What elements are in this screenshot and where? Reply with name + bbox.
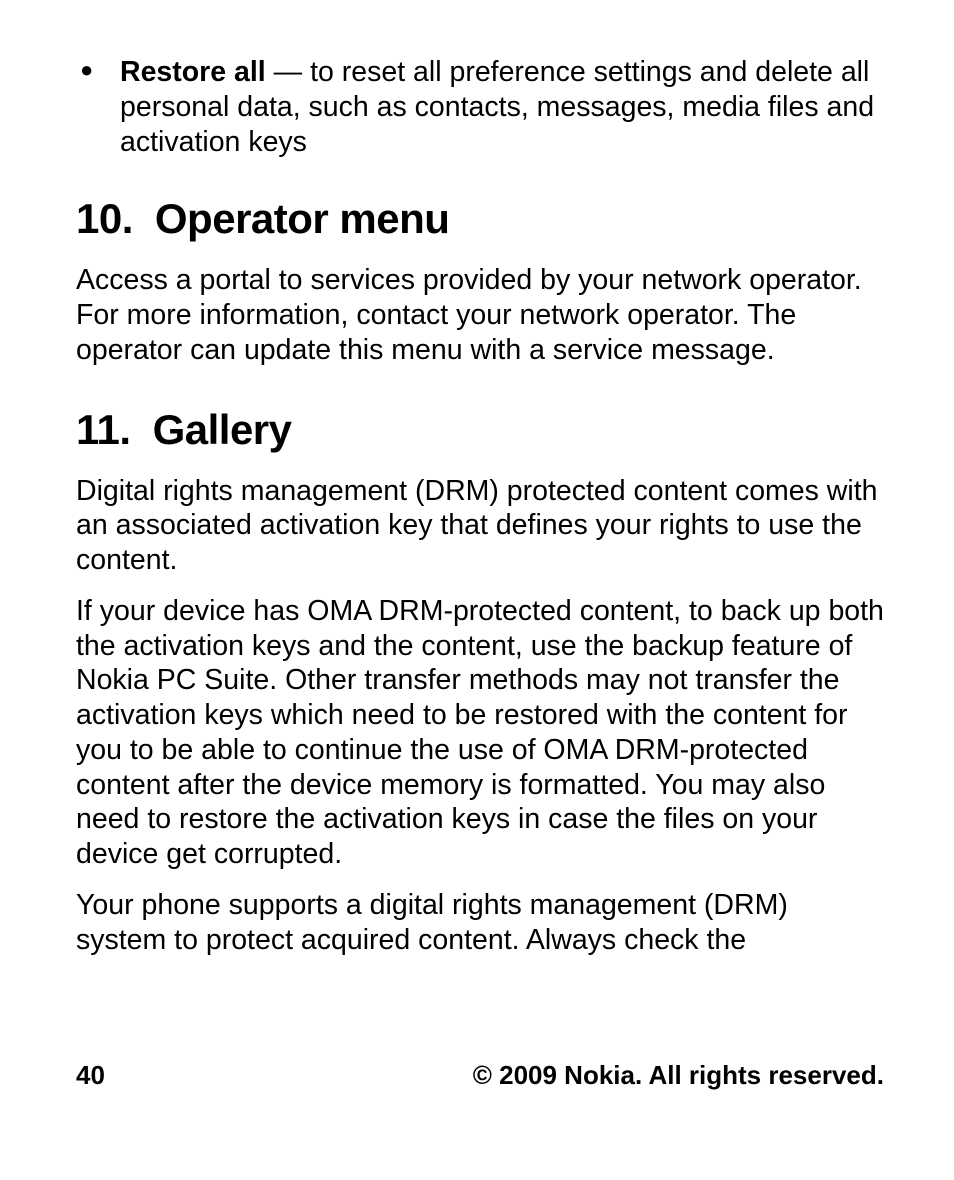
paragraph: Your phone supports a digital rights man… [76, 888, 884, 958]
paragraph: Access a portal to services provided by … [76, 263, 884, 367]
bullet-term: Restore all [120, 56, 266, 88]
copyright-text: © 2009 Nokia. All rights reserved. [473, 1060, 884, 1091]
page-content: Restore all — to reset all preference se… [76, 55, 884, 996]
section-title: Gallery [153, 406, 292, 453]
paragraph: Digital rights management (DRM) protecte… [76, 474, 884, 578]
section-heading: 10. Operator menu [76, 195, 884, 243]
paragraph: If your device has OMA DRM-protected con… [76, 594, 884, 872]
page-footer: 40 © 2009 Nokia. All rights reserved. [76, 1060, 884, 1091]
bullet-sep: — [266, 56, 310, 88]
section-operator-menu: 10. Operator menu Access a portal to serv… [76, 195, 884, 367]
bullet-list: Restore all — to reset all preference se… [76, 55, 884, 159]
section-number: 11. [76, 406, 131, 453]
bullet-item-restore-all: Restore all — to reset all preference se… [76, 55, 884, 159]
section-gallery: 11. Gallery Digital rights management (DR… [76, 406, 884, 958]
section-title: Operator menu [155, 195, 450, 242]
section-number: 10. [76, 195, 133, 242]
page-number: 40 [76, 1060, 105, 1091]
section-heading: 11. Gallery [76, 406, 884, 454]
